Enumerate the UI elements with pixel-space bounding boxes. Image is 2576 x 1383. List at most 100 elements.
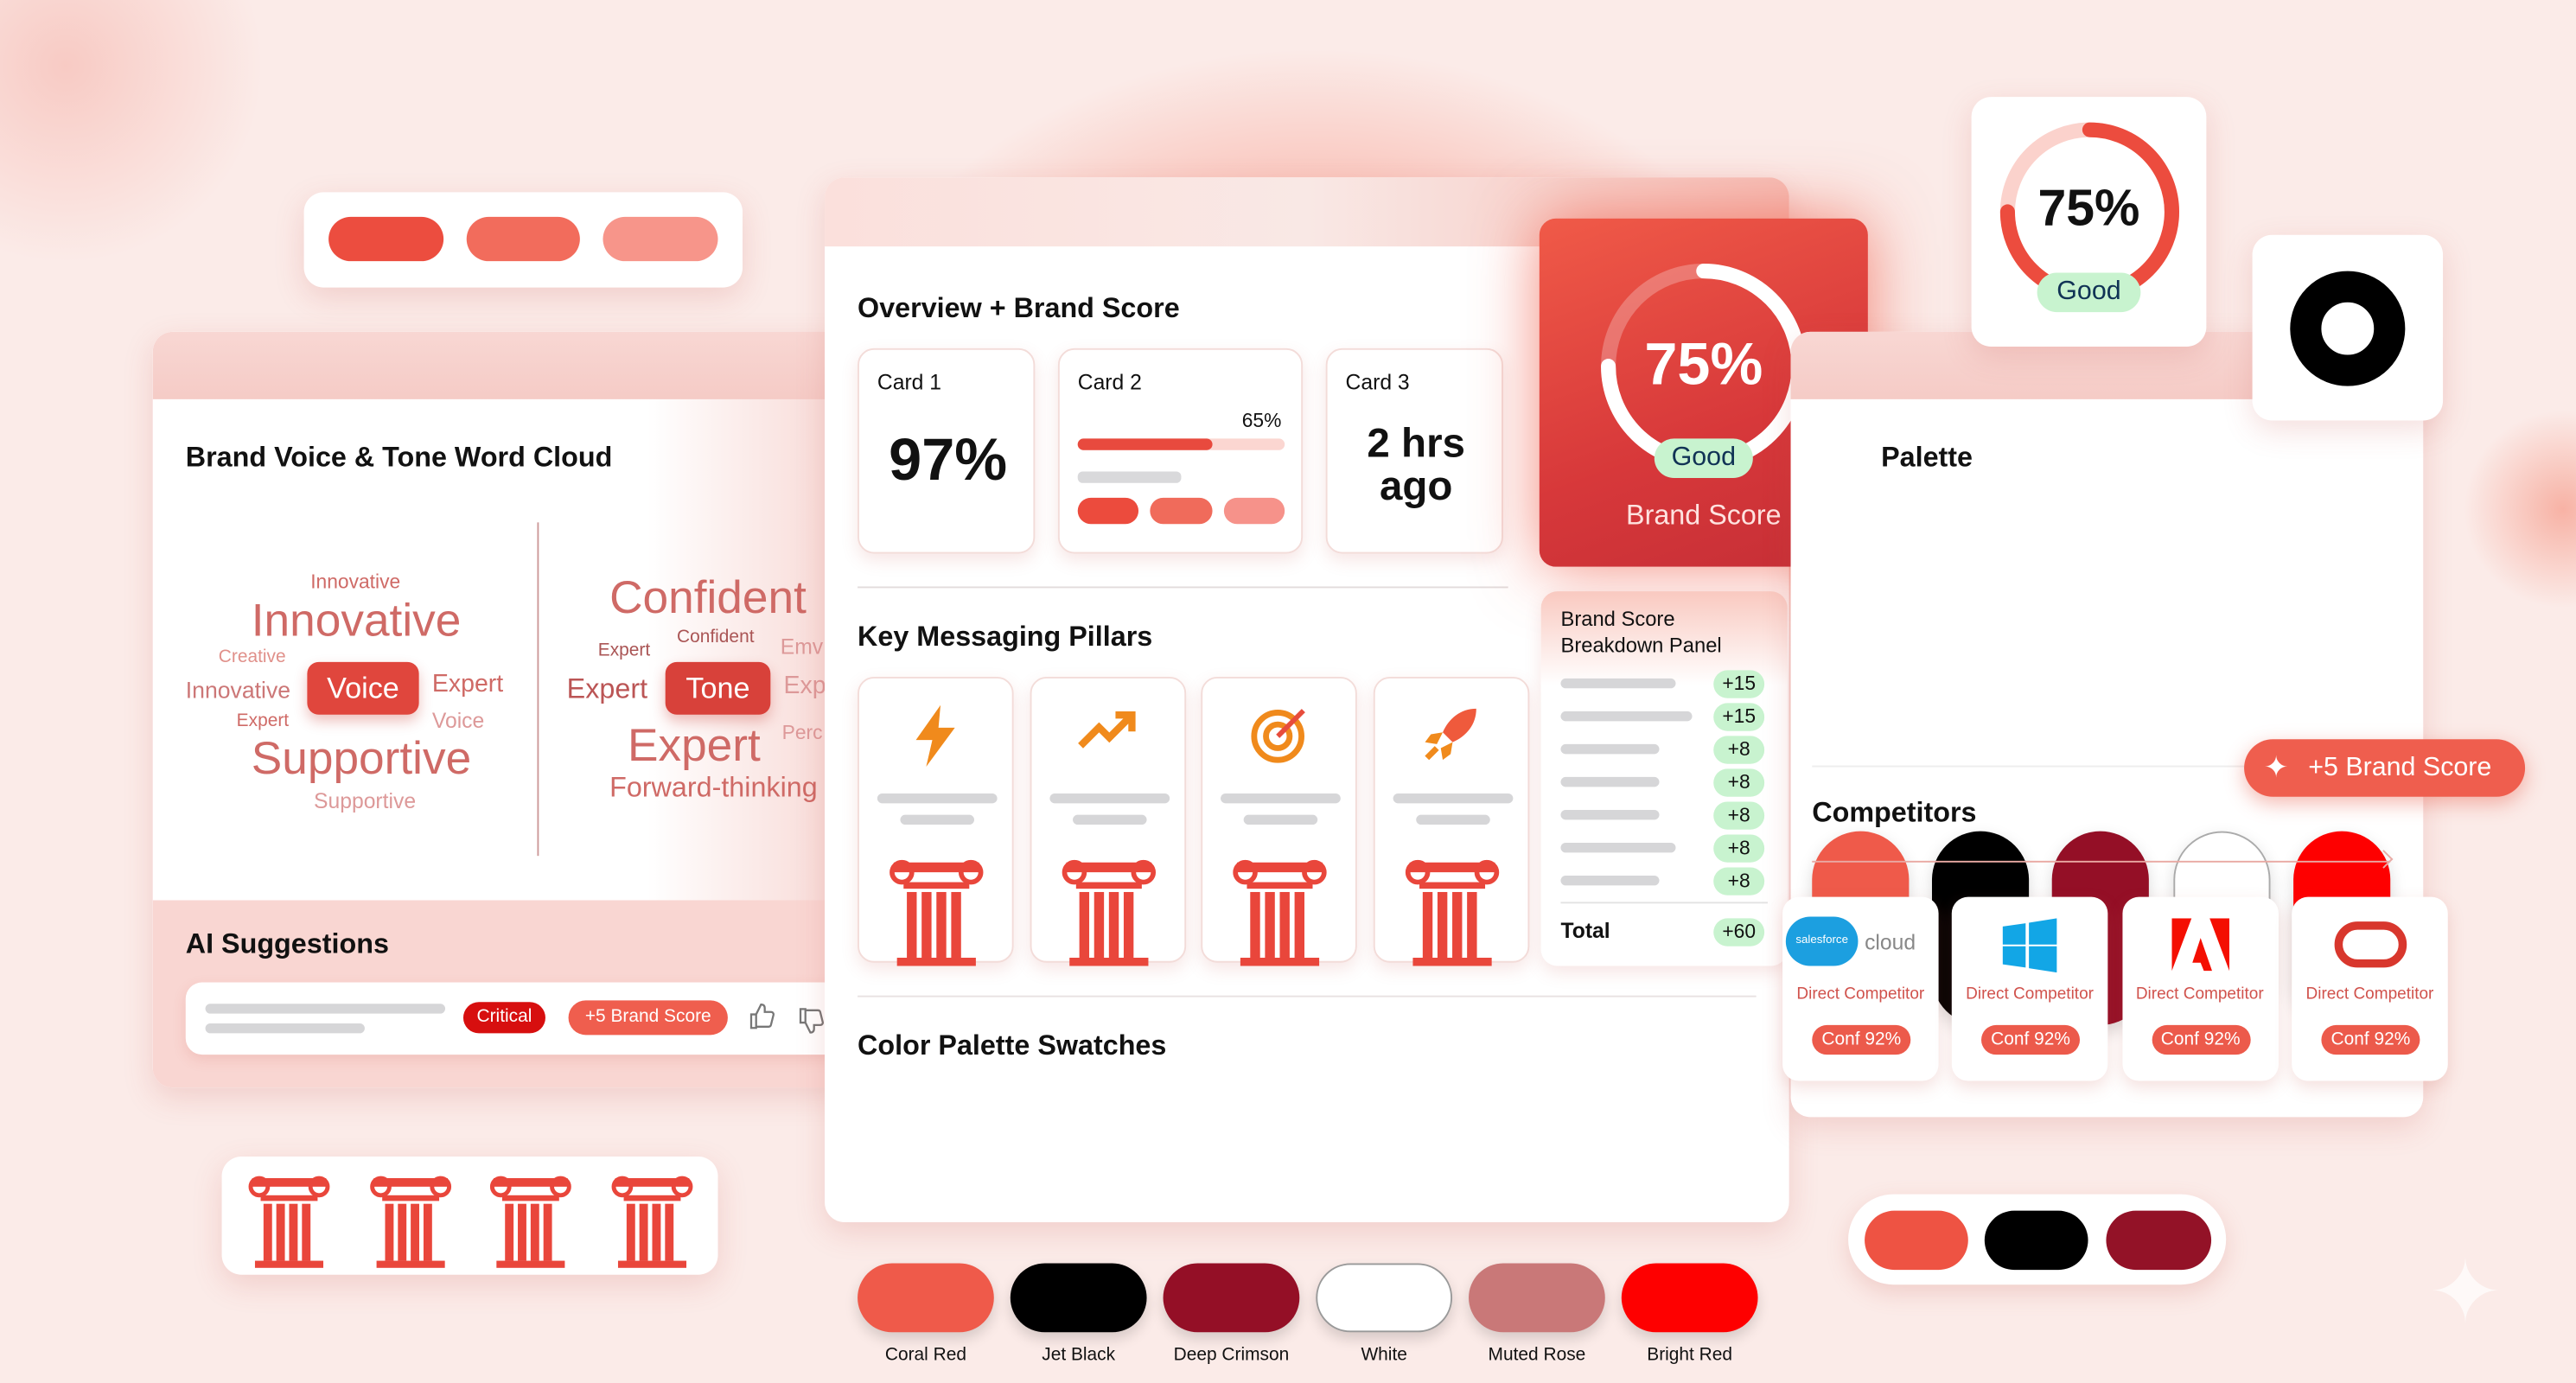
competitor-card[interactable]: Direct Competitor Conf 92% xyxy=(2292,896,2448,1081)
swatch-label: Coral Red xyxy=(884,1345,966,1366)
color-swatch[interactable] xyxy=(1316,1263,1453,1333)
swatch-label: Bright Red xyxy=(1647,1345,1733,1366)
word: Creative xyxy=(218,647,286,667)
badge-label: +5 Brand Score xyxy=(2308,754,2492,782)
competitor-card[interactable]: salesforce cloud Direct Competitor Conf 92% xyxy=(1782,896,1939,1081)
competitor-label: Direct Competitor xyxy=(1796,985,1925,1004)
pillar-column-icon xyxy=(1402,852,1501,974)
score-badge: +8 xyxy=(1713,867,1765,895)
word: Expert xyxy=(597,641,651,661)
color-swatch[interactable] xyxy=(1163,1263,1300,1333)
thumbs-up-icon[interactable] xyxy=(748,1002,777,1031)
breakdown-bar xyxy=(1560,875,1660,886)
color-swatch[interactable] xyxy=(858,1263,994,1333)
score-badge: +8 xyxy=(1713,736,1765,764)
word: Confident xyxy=(677,627,755,647)
confidence-badge: Conf 92% xyxy=(2151,1024,2250,1055)
score-badge: +15 xyxy=(1713,670,1765,698)
suggestion-row[interactable]: Critical +5 Brand Score xyxy=(185,982,859,1055)
pillar-card[interactable] xyxy=(1201,677,1357,966)
word: Innovative xyxy=(310,570,401,594)
pillar-column-icon xyxy=(1230,852,1329,974)
pillar-column-icon xyxy=(887,852,985,974)
word: Expert xyxy=(627,719,761,771)
word: Voice xyxy=(431,708,485,733)
card-label: Card 3 xyxy=(1345,369,1410,395)
confidence-badge: Conf 92% xyxy=(2321,1024,2420,1055)
pillar-icons-card xyxy=(221,1156,718,1276)
score-badge: +8 xyxy=(1713,768,1765,797)
pill xyxy=(603,216,718,262)
sparkle-icon: ✦ xyxy=(2427,1243,2503,1342)
brand-score-boost-badge[interactable]: ✦ +5 Brand Score xyxy=(2244,739,2526,797)
word: Confident xyxy=(609,571,807,623)
arrow-line xyxy=(1812,860,2391,863)
card-label: Card 1 xyxy=(877,369,942,395)
ring-icon xyxy=(2290,271,2406,386)
brand-score-value: 75% xyxy=(1644,330,1763,398)
breakdown-bar xyxy=(1560,842,1676,853)
color-swatch[interactable] xyxy=(1621,1263,1758,1333)
tone-chip[interactable]: Tone xyxy=(665,661,771,715)
sparkle-icon: ✦ xyxy=(2263,750,2289,784)
divider xyxy=(858,586,1508,589)
score-badge: +15 xyxy=(1713,703,1765,731)
word: Perc xyxy=(781,721,823,744)
pillar-column-icon xyxy=(246,1169,332,1276)
word: Forward-thinking xyxy=(609,772,818,804)
word: Innovative xyxy=(251,594,462,646)
thumbs-down-icon[interactable] xyxy=(797,1005,826,1035)
card-1[interactable]: Card 1 97% xyxy=(858,347,1036,554)
color-swatch[interactable] xyxy=(1010,1263,1147,1333)
palette-title: Palette xyxy=(1881,442,1973,474)
card-2[interactable]: Card 2 65% xyxy=(1057,347,1304,554)
total-badge: +60 xyxy=(1713,918,1765,946)
pill-strip-card xyxy=(1848,1194,2227,1285)
voice-chip[interactable]: Voice xyxy=(307,661,419,715)
word: Supportive xyxy=(313,788,417,813)
breakdown-bar xyxy=(1560,711,1693,722)
ai-suggestions-section: AI Suggestions Critical +5 Brand Score xyxy=(152,900,859,1088)
swatch-label: Muted Rose xyxy=(1488,1345,1586,1366)
gauge-card: 75% Good xyxy=(1971,97,2207,347)
confidence-badge: Conf 92% xyxy=(1981,1024,2081,1055)
confidence-badge: Conf 92% xyxy=(1812,1024,1911,1055)
ring-icon-card xyxy=(2252,234,2444,421)
color-swatch[interactable] xyxy=(1469,1263,1605,1333)
oracle-logo xyxy=(2334,921,2407,968)
pillar-column-icon xyxy=(367,1169,453,1276)
competitor-label: Direct Competitor xyxy=(2305,985,2434,1004)
brand-score-badge: +5 Brand Score xyxy=(568,1000,728,1036)
breakdown-panel: Brand Score Breakdown Panel +15 +15 +8 +8 +8… xyxy=(1540,591,1788,966)
pillar-card[interactable] xyxy=(1372,677,1529,966)
ai-suggestions-title: AI Suggestions xyxy=(185,927,389,959)
competitor-card[interactable]: Direct Competitor Conf 92% xyxy=(1951,896,2108,1081)
breakdown-bar xyxy=(1560,809,1660,820)
rocket-icon xyxy=(1374,704,1527,772)
swatch-label: White xyxy=(1361,1345,1407,1366)
windows-logo xyxy=(2002,918,2057,973)
target-icon xyxy=(1202,704,1355,772)
card-value: 97% xyxy=(889,425,1008,494)
brand-score-label: Brand Score xyxy=(1626,499,1782,531)
pillar-card[interactable] xyxy=(1029,677,1186,966)
word: Innovative xyxy=(185,677,291,704)
card-label: Card 2 xyxy=(1077,369,1142,395)
breakdown-bar xyxy=(1560,776,1660,787)
card-value: 2 hrs ago xyxy=(1367,420,1466,510)
score-badge: +8 xyxy=(1713,801,1765,830)
trending-up-icon xyxy=(1031,704,1184,762)
swatch-label: Deep Crimson xyxy=(1173,1345,1290,1366)
lightning-icon xyxy=(859,704,1012,775)
total-label: Total xyxy=(1560,918,1610,943)
word: Emv xyxy=(780,634,824,660)
competitor-card[interactable]: Direct Competitor Conf 92% xyxy=(2121,896,2279,1081)
adobe-logo xyxy=(2171,918,2229,972)
word: Expert xyxy=(431,670,504,698)
card-3[interactable]: Card 3 2 hrs ago xyxy=(1325,347,1503,554)
competitor-label: Direct Competitor xyxy=(1966,985,2095,1004)
critical-badge: Critical xyxy=(462,1002,545,1034)
progress-label: 65% xyxy=(1241,409,1282,432)
divider xyxy=(537,522,539,857)
pillar-card[interactable] xyxy=(858,677,1014,966)
